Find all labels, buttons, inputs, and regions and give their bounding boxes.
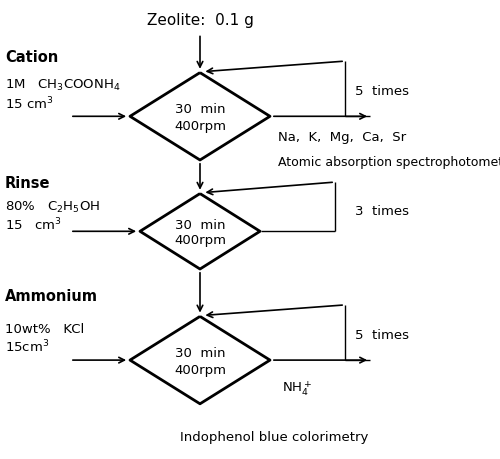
Text: 80%   $\mathregular{C_2H_5OH}$: 80% $\mathregular{C_2H_5OH}$ bbox=[5, 200, 100, 215]
Text: 5  times: 5 times bbox=[355, 85, 409, 98]
Text: Cation: Cation bbox=[5, 50, 58, 65]
Text: 400rpm: 400rpm bbox=[174, 120, 226, 133]
Text: 15cm$^3$: 15cm$^3$ bbox=[5, 338, 50, 355]
Text: 10wt%   KCl: 10wt% KCl bbox=[5, 323, 84, 336]
Text: Zeolite:  0.1 g: Zeolite: 0.1 g bbox=[146, 13, 254, 28]
Text: Atomic absorption spectrophotometry: Atomic absorption spectrophotometry bbox=[278, 156, 500, 168]
Text: Ammonium: Ammonium bbox=[5, 289, 98, 303]
Text: 1M   $\mathregular{CH_3COONH_4}$: 1M $\mathregular{CH_3COONH_4}$ bbox=[5, 78, 120, 92]
Text: 400rpm: 400rpm bbox=[174, 364, 226, 376]
Text: Na,  K,  Mg,  Ca,  Sr: Na, K, Mg, Ca, Sr bbox=[278, 131, 406, 144]
Text: $\mathregular{NH_4^+}$: $\mathregular{NH_4^+}$ bbox=[282, 379, 313, 397]
Text: 30  min: 30 min bbox=[175, 103, 225, 116]
Text: 15   cm$^3$: 15 cm$^3$ bbox=[5, 217, 62, 233]
Text: 5  times: 5 times bbox=[355, 329, 409, 341]
Text: Indophenol blue colorimetry: Indophenol blue colorimetry bbox=[180, 431, 368, 443]
Text: 3  times: 3 times bbox=[355, 205, 409, 218]
Text: 30  min: 30 min bbox=[175, 218, 225, 231]
Text: 400rpm: 400rpm bbox=[174, 234, 226, 246]
Text: 15 cm$^3$: 15 cm$^3$ bbox=[5, 95, 54, 112]
Text: Rinse: Rinse bbox=[5, 176, 51, 191]
Text: 30  min: 30 min bbox=[175, 346, 225, 359]
